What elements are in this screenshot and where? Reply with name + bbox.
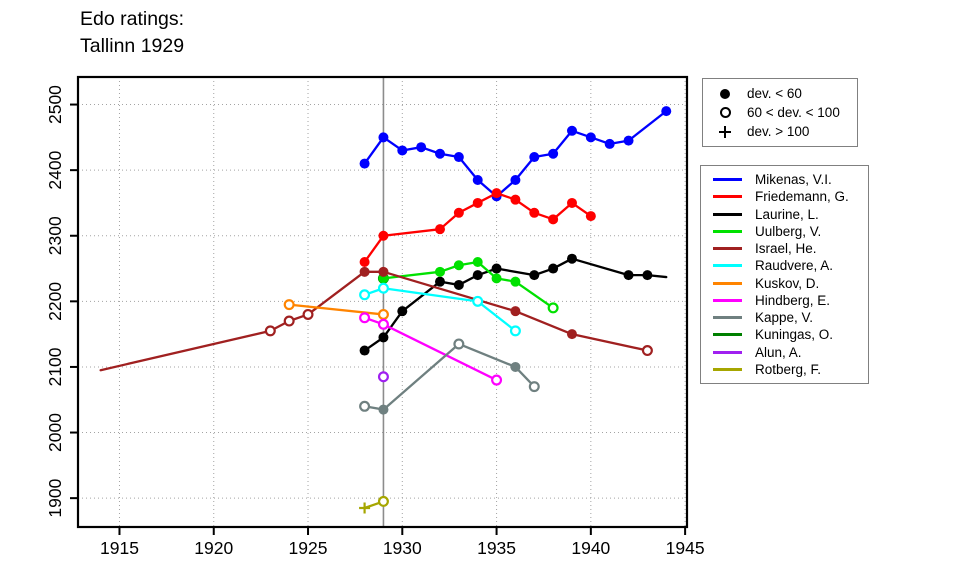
legend-player-label: Hindberg, E. bbox=[755, 292, 831, 308]
legend-item-uulberg-v: Uulberg, V. bbox=[701, 223, 868, 239]
marker-legend-item: 60 < dev. < 100 bbox=[703, 105, 857, 121]
y-tick-label: 2200 bbox=[45, 282, 65, 321]
y-tick-label: 2100 bbox=[45, 347, 65, 386]
legend-player-label: Mikenas, V.I. bbox=[755, 172, 832, 188]
series-uulberg-v bbox=[378, 256, 559, 314]
marker-legend: dev. < 60 60 < dev. < 100 dev. > 100 bbox=[702, 78, 858, 147]
x-axis: 1915 1920 1925 1930 1935 1940 1945 bbox=[100, 528, 705, 558]
series-alun-a bbox=[377, 371, 389, 383]
chart-title: Edo ratings: Tallinn 1929 bbox=[80, 6, 184, 60]
legend-color-swatch bbox=[713, 316, 742, 320]
legend-item-raudvere-a: Raudvere, A. bbox=[701, 258, 868, 274]
marker-legend-item: dev. < 60 bbox=[703, 86, 857, 102]
marker-legend-label: dev. < 60 bbox=[747, 86, 802, 101]
legend-item-friedemann-g: Friedemann, G. bbox=[701, 189, 868, 205]
legend-item-israel-he: Israel, He. bbox=[701, 241, 868, 257]
y-tick-label: 2300 bbox=[45, 216, 65, 255]
series-friedemann-g bbox=[359, 188, 596, 267]
legend-color-swatch bbox=[713, 178, 742, 182]
player-legend: Mikenas, V.I. Friedemann, G. Laurine, L. Uu… bbox=[700, 165, 869, 384]
y-tick-label: 2400 bbox=[45, 150, 65, 189]
series-hindberg-e bbox=[359, 312, 503, 386]
marker-legend-label: dev. > 100 bbox=[747, 124, 810, 139]
legend-item-laurine-l: Laurine, L. bbox=[701, 206, 868, 222]
legend-player-label: Raudvere, A. bbox=[755, 258, 834, 274]
legend-color-swatch bbox=[713, 212, 742, 216]
series-rotberg-f bbox=[359, 495, 389, 514]
legend-item-kappe-v: Kappe, V. bbox=[701, 310, 868, 326]
series-israel-he bbox=[99, 266, 653, 372]
legend-item-alun-a: Alun, A. bbox=[701, 344, 868, 360]
plot-frame bbox=[76, 75, 689, 529]
legend-item-kuskov-d: Kuskov, D. bbox=[701, 275, 868, 291]
legend-player-label: Uulberg, V. bbox=[755, 223, 822, 239]
x-tick-label: 1940 bbox=[571, 538, 610, 558]
legend-item-rotberg-f: Rotberg, F. bbox=[701, 361, 868, 377]
open-marker-icon bbox=[703, 107, 747, 118]
legend-player-label: Kuningas, O. bbox=[755, 327, 834, 343]
legend-color-swatch bbox=[713, 367, 742, 371]
legend-player-label: Kappe, V. bbox=[755, 310, 814, 326]
x-tick-label: 1915 bbox=[100, 538, 139, 558]
x-tick-label: 1930 bbox=[383, 538, 422, 558]
series-laurine-l bbox=[359, 253, 668, 356]
legend-color-swatch bbox=[713, 264, 742, 268]
marker-legend-label: 60 < dev. < 100 bbox=[747, 105, 840, 120]
marker-legend-item: dev. > 100 bbox=[703, 124, 857, 140]
x-tick-label: 1920 bbox=[194, 538, 233, 558]
legend-item-hindberg-e: Hindberg, E. bbox=[701, 292, 868, 308]
legend-color-swatch bbox=[713, 350, 742, 354]
legend-color-swatch bbox=[713, 298, 742, 302]
legend-player-label: Israel, He. bbox=[755, 241, 817, 257]
y-tick-label: 2000 bbox=[45, 413, 65, 452]
chart-title-line2: Tallinn 1929 bbox=[80, 35, 185, 57]
legend-color-swatch bbox=[713, 195, 742, 199]
y-tick-label: 2500 bbox=[45, 85, 65, 124]
x-tick-label: 1925 bbox=[289, 538, 328, 558]
filled-marker-icon bbox=[703, 88, 747, 99]
legend-player-label: Alun, A. bbox=[755, 344, 802, 360]
y-tick-label: 1900 bbox=[45, 478, 65, 517]
y-axis: 1900 2000 2100 2200 2300 2400 2500 bbox=[45, 85, 77, 518]
legend-color-swatch bbox=[713, 247, 742, 251]
legend-player-label: Rotberg, F. bbox=[755, 361, 822, 377]
series-kuskov-d bbox=[283, 299, 389, 320]
legend-player-label: Kuskov, D. bbox=[755, 275, 820, 291]
series-kappe-v bbox=[359, 338, 540, 415]
series-mikenas-v-i bbox=[359, 106, 672, 202]
legend-item-kuningas-o: Kuningas, O. bbox=[701, 327, 868, 343]
chart-title-line1: Edo ratings: bbox=[80, 8, 185, 30]
legend-player-label: Friedemann, G. bbox=[755, 189, 849, 205]
legend-player-label: Laurine, L. bbox=[755, 206, 819, 222]
x-tick-label: 1945 bbox=[666, 538, 705, 558]
plus-marker-icon bbox=[703, 125, 747, 138]
gridlines bbox=[78, 77, 687, 527]
legend-color-swatch bbox=[713, 229, 742, 233]
legend-color-swatch bbox=[713, 281, 742, 285]
x-tick-label: 1935 bbox=[477, 538, 516, 558]
series-raudvere-a bbox=[359, 282, 521, 337]
legend-item-mikenas-v-i: Mikenas, V.I. bbox=[701, 172, 868, 188]
legend-color-swatch bbox=[713, 333, 742, 337]
